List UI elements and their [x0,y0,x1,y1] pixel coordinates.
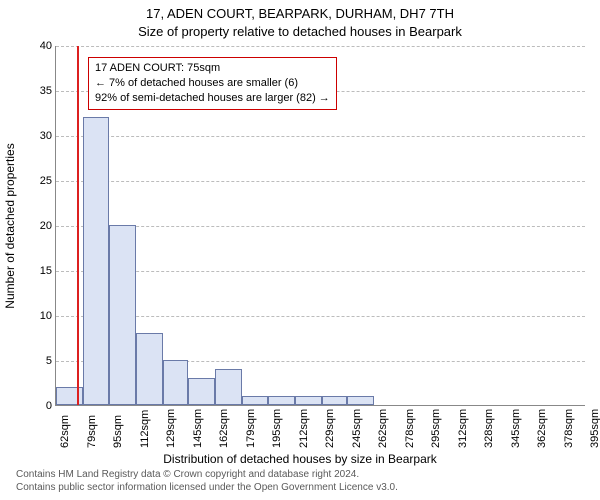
footer-line-2: Contains public sector information licen… [16,482,398,495]
x-tick-label: 129sqm [165,409,177,448]
y-tick-label: 30 [32,130,52,142]
y-tick-label: 5 [32,355,52,367]
x-tick-label: 395sqm [589,409,600,448]
x-tick-label: 278sqm [404,409,416,448]
histogram-bar [83,117,108,405]
histogram-bar [109,225,136,405]
x-tick-label: 195sqm [271,409,283,448]
x-tick-label: 179sqm [245,409,257,448]
x-tick-label: 79sqm [86,415,98,448]
attribution-footer: Contains HM Land Registry data © Crown c… [16,469,398,494]
histogram-bar [295,396,322,405]
footer-line-1: Contains HM Land Registry data © Crown c… [16,469,398,482]
histogram-bar [163,360,188,405]
y-tick-label: 40 [32,40,52,52]
x-tick-label: 262sqm [377,409,389,448]
annotation-callout: 17 ADEN COURT: 75sqm ← 7% of detached ho… [88,57,337,110]
x-tick-label: 162sqm [218,409,230,448]
x-axis-label: Distribution of detached houses by size … [0,452,600,466]
gridline-h [56,181,585,182]
y-tick-label: 35 [32,85,52,97]
gridline-h [56,46,585,47]
x-tick-label: 95sqm [112,415,124,448]
marker-line [77,46,79,405]
x-tick-label: 295sqm [430,409,442,448]
y-tick-label: 10 [32,310,52,322]
x-tick-label: 112sqm [139,410,151,448]
x-tick-label: 312sqm [457,409,469,448]
chart-title-line1: 17, ADEN COURT, BEARPARK, DURHAM, DH7 7T… [0,6,600,21]
y-axis-label: Number of detached properties [3,143,17,308]
x-tick-label: 378sqm [563,409,575,448]
histogram-bar [136,333,163,405]
histogram-bar [322,396,347,405]
callout-line-1: 17 ADEN COURT: 75sqm [95,61,330,76]
x-tick-label: 229sqm [324,409,336,448]
callout-line-2: ← 7% of detached houses are smaller (6) [95,76,330,91]
x-tick-label: 362sqm [536,409,548,448]
y-tick-label: 15 [32,265,52,277]
chart-container: 17, ADEN COURT, BEARPARK, DURHAM, DH7 7T… [0,0,600,500]
y-tick-label: 20 [32,220,52,232]
x-tick-label: 212sqm [298,409,310,448]
x-tick-label: 145sqm [192,409,204,448]
x-tick-label: 62sqm [59,415,71,448]
histogram-bar [268,396,295,405]
chart-title-line2: Size of property relative to detached ho… [0,24,600,39]
histogram-bar [188,378,215,405]
x-tick-label: 345sqm [510,409,522,448]
y-tick-label: 25 [32,175,52,187]
callout-line-3: 92% of semi-detached houses are larger (… [95,91,330,106]
histogram-bar [215,369,242,405]
x-tick-label: 245sqm [351,409,363,448]
y-tick-label: 0 [32,400,52,412]
histogram-bar [56,387,83,405]
gridline-h [56,136,585,137]
x-tick-label: 328sqm [483,409,495,448]
histogram-bar [242,396,267,405]
histogram-bar [347,396,374,405]
